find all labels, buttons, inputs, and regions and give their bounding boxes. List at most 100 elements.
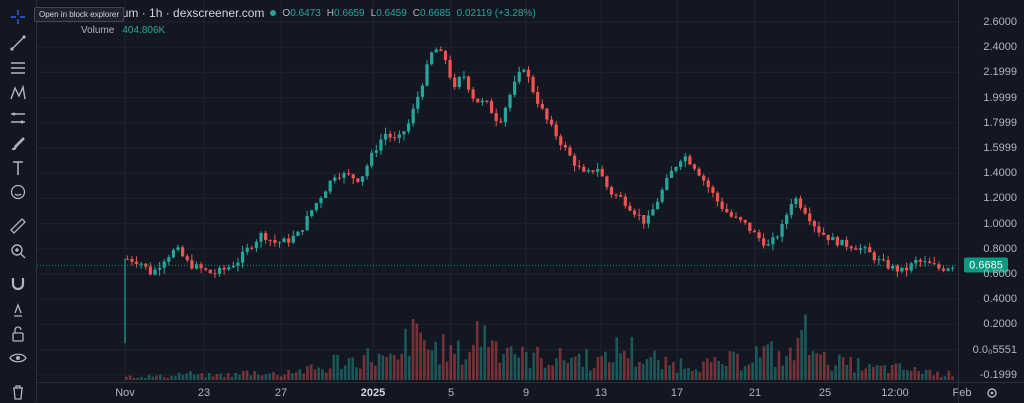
volume-bar	[868, 363, 871, 380]
tool-crosshair[interactable]	[6, 6, 30, 28]
tool-zoom[interactable]	[6, 240, 30, 262]
candle-body	[780, 224, 784, 237]
volume-bar	[351, 357, 355, 380]
candle-body	[614, 194, 618, 196]
candle-body	[582, 166, 586, 172]
volume-bar	[321, 369, 324, 380]
candle-body	[273, 239, 277, 243]
volume-bar	[241, 370, 245, 380]
candle-body	[471, 89, 475, 99]
time-tick: 27	[274, 387, 288, 399]
candle-body	[351, 174, 355, 179]
time-axis[interactable]: Nov 23 27 2025 5 9 13 17 21 25 12:00 Feb	[37, 382, 971, 403]
volume-bar	[309, 364, 313, 380]
volume-bar	[626, 358, 630, 380]
candle-body	[406, 123, 411, 132]
tool-eye[interactable]	[6, 347, 30, 369]
volume-bar	[853, 372, 856, 380]
volume-bar	[928, 369, 932, 380]
volume-bar	[675, 372, 679, 380]
tool-fib[interactable]	[6, 107, 30, 129]
volume-bar	[347, 358, 351, 380]
candle-body	[287, 238, 291, 243]
candle-body	[951, 267, 955, 269]
volume-bar	[785, 356, 788, 380]
tool-trash[interactable]	[6, 381, 30, 403]
candle-body	[430, 52, 434, 65]
ruler-icon	[10, 218, 26, 234]
price-axis[interactable]: 0.6685 2.6000 2.4000 2.1999 1.9999 1.7999 1.5…	[958, 0, 1024, 382]
volume-bar	[600, 356, 604, 380]
status-dot-icon	[270, 10, 277, 16]
candle-body	[766, 244, 770, 246]
volume-bar	[226, 372, 230, 380]
volume-bar	[607, 362, 611, 380]
price-tick: 2.6000	[983, 16, 1017, 28]
candle-body	[692, 164, 697, 169]
tool-magnet[interactable]	[6, 273, 30, 295]
candle-body	[545, 108, 549, 120]
tool-pattern[interactable]	[6, 82, 30, 104]
volume-bar	[317, 367, 321, 380]
volume-bar	[377, 353, 381, 380]
volume-bar	[672, 362, 675, 380]
volume-bar	[766, 344, 770, 380]
candle-body	[393, 137, 397, 139]
volume-bar	[951, 376, 954, 380]
volume-bar	[528, 367, 532, 380]
candle-body	[134, 261, 139, 264]
volume-bar	[679, 358, 683, 380]
volume-bar	[392, 354, 396, 380]
candle-body	[900, 267, 904, 272]
volume-bar	[494, 341, 498, 380]
candle-body	[213, 273, 217, 275]
tool-text[interactable]	[6, 157, 30, 179]
chart-canvas[interactable]	[37, 0, 958, 382]
volume-bar	[324, 372, 328, 380]
candle-body	[946, 268, 950, 271]
tool-ruler[interactable]	[6, 215, 30, 237]
volume-bar	[947, 370, 951, 380]
candle-body	[563, 145, 567, 148]
chart-legend: n Raydium · 1h · dexscreener.com O0.6473…	[81, 6, 536, 20]
tool-brush[interactable]	[6, 132, 30, 154]
chart-area[interactable]: n Raydium · 1h · dexscreener.com O0.6473…	[37, 0, 958, 382]
volume-bar	[551, 365, 554, 380]
volume-bar	[177, 372, 181, 380]
volume-bar	[374, 365, 377, 380]
volume-bar	[781, 365, 785, 380]
candle-body	[347, 173, 351, 175]
chart-settings-button[interactable]	[958, 382, 1024, 403]
candle-body	[462, 76, 466, 78]
candle-body	[457, 76, 461, 88]
volume-bar	[132, 377, 136, 380]
volume-bar	[174, 375, 177, 380]
volume-bar	[283, 374, 287, 380]
candle-body	[420, 85, 425, 97]
candle-body	[222, 267, 226, 270]
tool-horizontal-lines[interactable]	[6, 57, 30, 79]
volume-bar	[260, 375, 264, 380]
candle-body	[489, 101, 494, 114]
volume-bar	[728, 350, 732, 380]
candle-body	[148, 266, 152, 275]
symbol-title[interactable]: n Raydium · 1h · dexscreener.com	[81, 6, 265, 20]
volume-bar	[257, 374, 260, 380]
candle-body	[503, 107, 508, 123]
candle-body	[130, 258, 134, 262]
candle-body	[185, 256, 189, 261]
tool-lock-drawings[interactable]	[6, 299, 30, 321]
tool-trend-line[interactable]	[6, 32, 30, 54]
time-tick: Feb	[952, 387, 972, 399]
tool-emoji[interactable]	[6, 181, 30, 203]
volume-bar	[939, 376, 943, 380]
volume-bar	[698, 371, 702, 380]
candle-body	[568, 147, 572, 156]
volume-bar	[838, 354, 841, 380]
tool-unlock[interactable]	[6, 323, 30, 345]
candle-body	[762, 238, 766, 246]
volume-bar	[472, 344, 475, 380]
candle-body	[794, 198, 798, 205]
volume-bar	[724, 365, 728, 380]
volume-bar	[547, 364, 551, 380]
